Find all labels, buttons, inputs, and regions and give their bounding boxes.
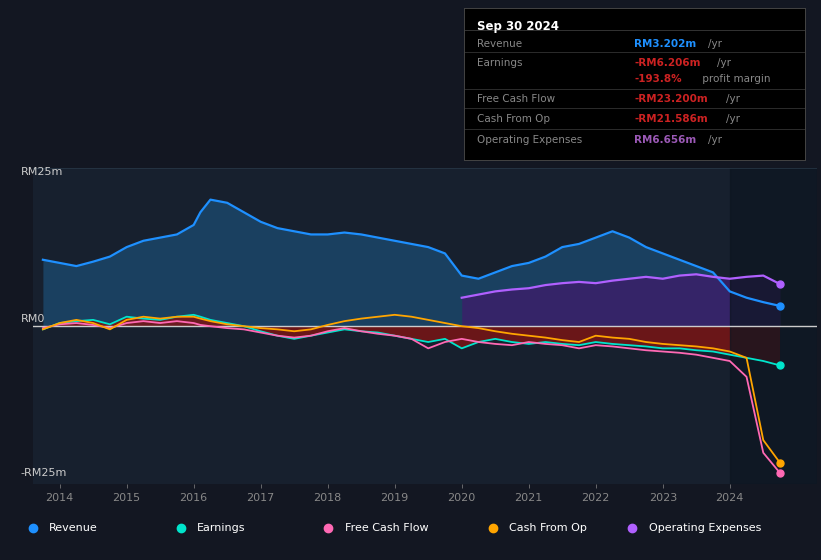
Text: RM6.656m: RM6.656m bbox=[635, 135, 696, 145]
Text: Revenue: Revenue bbox=[478, 39, 523, 49]
Text: -RM23.200m: -RM23.200m bbox=[635, 94, 708, 104]
Text: -RM21.586m: -RM21.586m bbox=[635, 114, 708, 124]
Text: Earnings: Earnings bbox=[197, 523, 245, 533]
Text: profit margin: profit margin bbox=[699, 74, 770, 83]
Text: /yr: /yr bbox=[717, 58, 731, 68]
Text: /yr: /yr bbox=[727, 94, 741, 104]
Text: Sep 30 2024: Sep 30 2024 bbox=[478, 20, 559, 32]
Text: /yr: /yr bbox=[708, 135, 722, 145]
Text: /yr: /yr bbox=[708, 39, 722, 49]
Text: -193.8%: -193.8% bbox=[635, 74, 682, 83]
Text: RM25m: RM25m bbox=[21, 167, 63, 177]
Text: Cash From Op: Cash From Op bbox=[509, 523, 587, 533]
Text: -RM25m: -RM25m bbox=[21, 468, 67, 478]
Text: Free Cash Flow: Free Cash Flow bbox=[478, 94, 556, 104]
Text: -RM6.206m: -RM6.206m bbox=[635, 58, 700, 68]
Text: RM3.202m: RM3.202m bbox=[635, 39, 696, 49]
Text: Cash From Op: Cash From Op bbox=[478, 114, 551, 124]
Text: Revenue: Revenue bbox=[49, 523, 98, 533]
Text: Operating Expenses: Operating Expenses bbox=[649, 523, 761, 533]
Text: Earnings: Earnings bbox=[478, 58, 523, 68]
Bar bbox=[730, 168, 817, 484]
Text: /yr: /yr bbox=[727, 114, 741, 124]
Text: Free Cash Flow: Free Cash Flow bbox=[345, 523, 429, 533]
Text: RM0: RM0 bbox=[21, 314, 45, 324]
Text: Operating Expenses: Operating Expenses bbox=[478, 135, 583, 145]
